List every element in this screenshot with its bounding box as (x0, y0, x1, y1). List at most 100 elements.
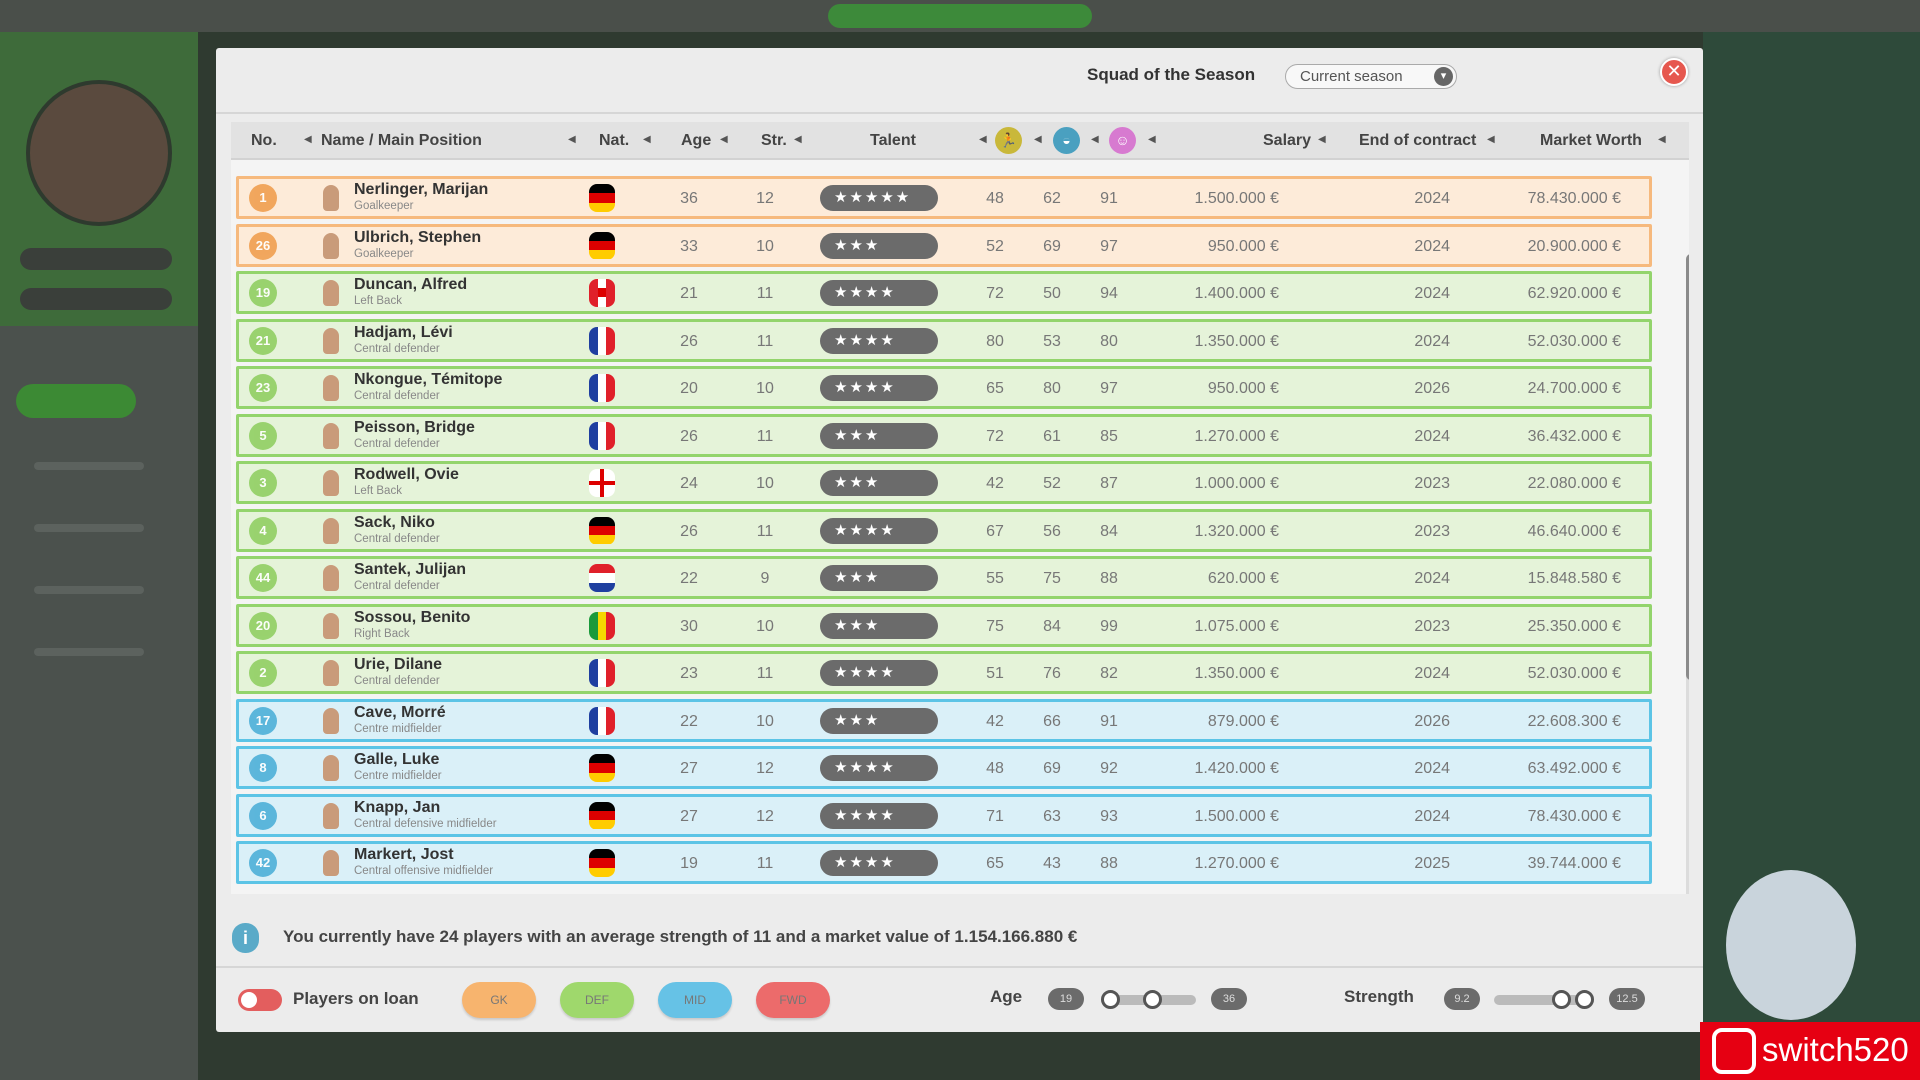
player-name[interactable]: Sack, Niko (354, 513, 435, 531)
stat-form: 50 (1043, 285, 1061, 302)
talent-stars: ★★★★ (820, 802, 938, 829)
season-dropdown[interactable]: Current season ▾ (1285, 64, 1457, 89)
col-no[interactable]: No. (251, 132, 277, 149)
table-row[interactable]: 26 Ulbrich, Stephen Goalkeeper 33 10 ★★★… (236, 223, 1652, 267)
stat-fitness: 72 (986, 427, 1004, 445)
info-text: You currently have 24 players with an av… (283, 927, 1078, 946)
talent-stars: ★★★★ (820, 280, 938, 306)
flag-france-icon (589, 326, 615, 355)
col-name[interactable]: Name / Main Position (321, 132, 482, 149)
market-worth: 15.848.580 € (1527, 570, 1621, 587)
stat-form: 76 (1043, 665, 1061, 682)
table-row[interactable]: 42 Markert, Jost Central offensive midfi… (236, 841, 1652, 884)
player-age: 22 (680, 570, 698, 587)
running-icon[interactable]: 🏃 (995, 127, 1022, 154)
player-name[interactable]: Ulbrich, Stephen (354, 228, 482, 246)
col-talent[interactable]: Talent (870, 132, 916, 149)
table-row[interactable]: 4 Sack, Niko Central defender 26 11 ★★★★… (236, 508, 1652, 552)
table-row[interactable]: 17 Cave, Morré Centre midfielder 22 10 ★… (236, 698, 1652, 742)
ball-icon[interactable]: ◒ (1053, 127, 1080, 154)
stat-form: 43 (1043, 855, 1061, 872)
stat-form: 52 (1043, 475, 1061, 492)
age-min-handle[interactable] (1101, 990, 1120, 1009)
col-contract[interactable]: End of contract (1359, 132, 1477, 149)
player-name[interactable]: Galle, Luke (354, 751, 440, 768)
player-salary: 1.420.000 € (1194, 760, 1279, 777)
filter-gk-button[interactable]: GK (462, 982, 536, 1018)
player-name[interactable]: Nerlinger, Marijan (354, 181, 489, 198)
smiley-icon[interactable]: ☺ (1109, 127, 1136, 154)
player-age: 33 (680, 237, 698, 255)
sort-arrow-icon[interactable]: ◀ (568, 134, 576, 145)
table-row[interactable]: 21 Hadjam, Lévi Central defender 26 11 ★… (236, 318, 1652, 362)
close-button[interactable]: ✕ (1660, 58, 1688, 86)
sort-arrow-icon[interactable]: ◀ (794, 134, 802, 145)
filter-def-button[interactable]: DEF (560, 982, 634, 1018)
sort-arrow-icon[interactable]: ◀ (1148, 134, 1156, 145)
player-position: Goalkeeper (354, 247, 414, 260)
table-row[interactable]: 1 Nerlinger, Marijan Goalkeeper 36 12 ★★… (236, 176, 1652, 219)
sort-arrow-icon[interactable]: ◀ (1487, 134, 1495, 145)
player-name[interactable]: Urie, Dilane (354, 656, 443, 673)
player-salary: 1.000.000 € (1194, 475, 1279, 492)
sort-arrow-icon[interactable]: ◀ (1658, 134, 1666, 145)
talent-stars: ★★★ (820, 612, 938, 639)
flag-france-icon (589, 421, 615, 450)
sort-arrow-icon[interactable]: ◀ (643, 134, 651, 145)
table-row[interactable]: 5 Peisson, Bridge Central defender 26 11… (236, 413, 1652, 457)
sort-arrow-icon[interactable]: ◀ (1034, 134, 1042, 145)
filter-fwd-button[interactable]: FWD (756, 982, 830, 1018)
col-salary[interactable]: Salary (1263, 132, 1312, 149)
players-on-loan-toggle[interactable] (238, 989, 282, 1011)
player-name[interactable]: Peisson, Bridge (354, 418, 475, 436)
player-salary: 1.270.000 € (1194, 427, 1279, 445)
table-row[interactable]: 3 Rodwell, Ovie Left Back 24 10 ★★★ 42 5… (236, 461, 1652, 504)
sort-arrow-icon[interactable]: ◀ (720, 134, 728, 145)
strength-max-handle[interactable] (1575, 990, 1594, 1009)
player-salary: 879.000 € (1207, 712, 1279, 730)
player-age: 26 (680, 522, 698, 540)
market-worth: 78.430.000 € (1527, 190, 1621, 207)
player-name[interactable]: Cave, Morré (354, 703, 446, 721)
table-row[interactable]: 2 Urie, Dilane Central defender 23 11 ★★… (236, 651, 1652, 694)
player-name[interactable]: Duncan, Alfred (354, 276, 468, 293)
talent-stars: ★★★★ (820, 755, 938, 781)
player-name[interactable]: Knapp, Jan (354, 798, 441, 816)
filter-mid-button[interactable]: MID (658, 982, 732, 1018)
col-str[interactable]: Str. (761, 132, 787, 149)
player-name[interactable]: Rodwell, Ovie (354, 466, 459, 483)
flag-germany-icon (589, 849, 615, 877)
table-row[interactable]: 6 Knapp, Jan Central defensive midfielde… (236, 793, 1652, 837)
stat-morale: 99 (1100, 617, 1118, 635)
table-row[interactable]: 44 Santek, Julijan Central defender 22 9… (236, 556, 1652, 599)
player-name[interactable]: Santek, Julijan (354, 561, 467, 578)
player-name[interactable]: Nkongue, Témitope (354, 371, 503, 388)
sort-arrow-icon[interactable]: ◀ (979, 134, 987, 145)
strength-slider[interactable] (1494, 995, 1594, 1005)
player-name[interactable]: Sossou, Benito (354, 608, 471, 626)
player-name[interactable]: Hadjam, Lévi (354, 323, 453, 341)
col-age[interactable]: Age (681, 132, 712, 149)
table-row[interactable]: 20 Sossou, Benito Right Back 30 10 ★★★ 7… (236, 603, 1652, 647)
age-max-handle[interactable] (1143, 990, 1162, 1009)
stat-form: 75 (1043, 570, 1061, 587)
scrollbar-thumb[interactable] (1686, 254, 1689, 680)
player-strength: 11 (756, 332, 774, 350)
age-label: Age (990, 987, 1023, 1006)
modal-title: Squad of the Season (1087, 65, 1256, 84)
stat-form: 66 (1043, 712, 1061, 730)
shirt-number-badge: 4 (249, 516, 277, 545)
sort-arrow-icon[interactable]: ◀ (1318, 134, 1326, 145)
table-row[interactable]: 23 Nkongue, Témitope Central defender 20… (236, 366, 1652, 409)
table-row[interactable]: 19 Duncan, Alfred Left Back 21 11 ★★★★ 7… (236, 271, 1652, 314)
sort-arrow-icon[interactable]: ◀ (1091, 134, 1099, 145)
table-row[interactable]: 8 Galle, Luke Centre midfielder 27 12 ★★… (236, 746, 1652, 789)
sort-arrow-icon[interactable]: ◀ (304, 134, 312, 145)
col-market[interactable]: Market Worth (1540, 132, 1642, 149)
player-name[interactable]: Markert, Jost (354, 846, 454, 863)
strength-min-handle[interactable] (1552, 990, 1571, 1009)
contract-end: 2024 (1414, 570, 1450, 587)
shirt-number-badge: 23 (249, 374, 277, 402)
col-nat[interactable]: Nat. (599, 132, 630, 149)
shirt-number-badge: 6 (249, 801, 277, 830)
